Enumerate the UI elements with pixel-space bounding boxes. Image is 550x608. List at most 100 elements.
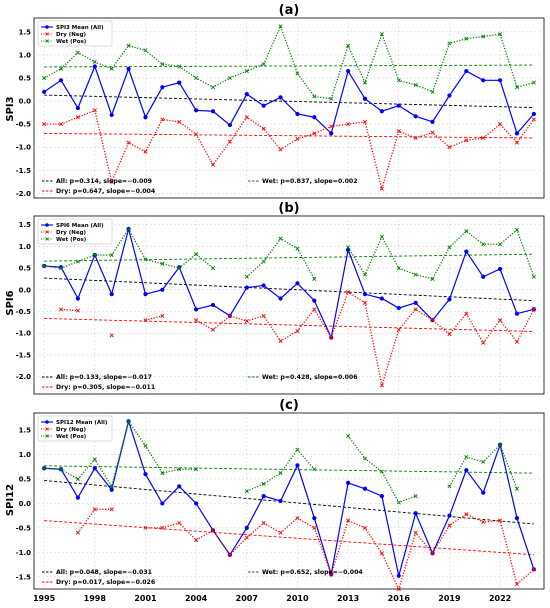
data-point-dry	[227, 313, 232, 318]
data-point-dry	[295, 516, 300, 521]
y-tick-label: -1.0	[16, 549, 31, 557]
series-line-dry	[145, 315, 163, 321]
y-tick-label: -1.5	[16, 351, 31, 359]
data-point-dry	[329, 124, 334, 129]
data-point-wet	[413, 272, 418, 277]
data-point-all	[481, 78, 486, 83]
data-point-dry	[295, 136, 300, 141]
data-point-dry	[447, 332, 452, 337]
data-point-dry	[194, 538, 199, 543]
data-point-dry	[143, 149, 148, 154]
data-point-wet	[278, 24, 283, 29]
legend-label: Dry (Neg)	[56, 32, 87, 38]
y-tick-label: -0.5	[16, 308, 31, 316]
data-point-all	[244, 92, 249, 97]
y-tick-label: 1.0	[19, 451, 32, 459]
data-point-all	[160, 501, 165, 506]
y-tick-label: 1.5	[19, 28, 32, 36]
data-point-all	[42, 89, 47, 94]
data-point-wet	[59, 266, 64, 271]
data-point-all	[430, 119, 435, 124]
data-point-wet	[379, 469, 384, 474]
data-point-wet	[194, 467, 199, 472]
data-point-wet	[464, 36, 469, 41]
data-point-wet	[109, 66, 114, 71]
trend-line-wet	[44, 253, 534, 262]
data-point-all	[312, 298, 317, 303]
data-point-all	[92, 466, 97, 471]
data-point-all	[143, 115, 148, 120]
y-tick-label: 0.0	[19, 98, 32, 106]
legend-label: SPI3 Mean (All)	[56, 25, 104, 31]
data-point-all	[75, 105, 81, 111]
data-point-dry	[346, 122, 351, 127]
data-point-dry	[210, 162, 216, 167]
data-point-wet	[75, 476, 80, 482]
panel-c-ylabel: SPI12	[5, 484, 16, 516]
data-point-wet	[126, 227, 131, 232]
data-point-wet	[413, 82, 418, 87]
data-point-all	[244, 285, 249, 290]
x-tick-label: 2004	[185, 594, 208, 603]
data-point-dry	[362, 300, 368, 305]
data-point-wet	[143, 443, 148, 448]
data-point-dry	[379, 186, 384, 191]
data-point-all	[261, 283, 266, 288]
stat-label: Dry: p=0.305, slope=−0.011	[56, 384, 155, 391]
data-point-wet	[447, 245, 452, 250]
data-point-dry	[312, 307, 317, 312]
data-point-dry	[244, 319, 249, 324]
data-point-wet	[227, 75, 232, 81]
data-point-dry	[379, 551, 384, 556]
data-point-dry	[481, 340, 486, 345]
data-point-dry	[210, 327, 216, 332]
series-line-all	[44, 226, 535, 340]
data-point-wet	[362, 272, 368, 277]
data-point-dry	[160, 313, 165, 318]
y-tick-label: 0.0	[19, 500, 32, 508]
data-point-all	[447, 513, 452, 518]
data-point-all	[261, 103, 266, 108]
data-point-dry	[75, 308, 80, 313]
data-point-all	[464, 249, 469, 254]
legend-marker	[45, 32, 49, 36]
y-tick-label: 0.5	[19, 265, 32, 273]
data-point-wet	[244, 489, 249, 494]
data-point-wet	[92, 253, 97, 258]
data-point-wet	[160, 62, 165, 67]
legend-marker	[45, 434, 49, 438]
data-point-wet	[143, 48, 148, 53]
x-tick-label: 1995	[33, 594, 56, 603]
data-point-wet	[42, 263, 47, 268]
trend-line-dry	[44, 132, 534, 139]
y-tick-label: -1.0	[16, 330, 31, 338]
data-point-all	[143, 292, 148, 297]
data-point-dry	[244, 535, 249, 540]
legend-label: Dry (Neg)	[56, 230, 87, 236]
data-point-dry	[464, 138, 469, 143]
data-point-wet	[481, 34, 486, 39]
data-point-dry	[498, 122, 503, 127]
y-tick-label: 0.5	[19, 75, 32, 83]
x-tick-label: 2007	[236, 594, 258, 603]
data-point-all	[514, 131, 520, 136]
data-point-wet	[498, 442, 503, 447]
data-point-all	[497, 78, 503, 83]
data-point-all	[109, 112, 114, 118]
data-point-dry	[531, 117, 536, 122]
legend-marker	[45, 427, 49, 431]
data-point-wet	[447, 484, 452, 489]
data-point-wet	[396, 266, 401, 271]
data-point-dry	[346, 518, 351, 523]
data-point-all	[109, 487, 114, 492]
data-point-dry	[396, 586, 401, 592]
data-point-wet	[396, 500, 401, 505]
legend-marker	[45, 230, 49, 234]
x-tick-label: 1998	[84, 594, 107, 603]
data-point-dry	[481, 520, 486, 525]
trend-line-all	[44, 480, 534, 525]
data-point-all	[295, 281, 300, 286]
data-point-dry	[59, 307, 64, 312]
data-point-all	[194, 307, 199, 312]
stat-label: All: p=0.048, slope=−0.031	[56, 569, 152, 576]
